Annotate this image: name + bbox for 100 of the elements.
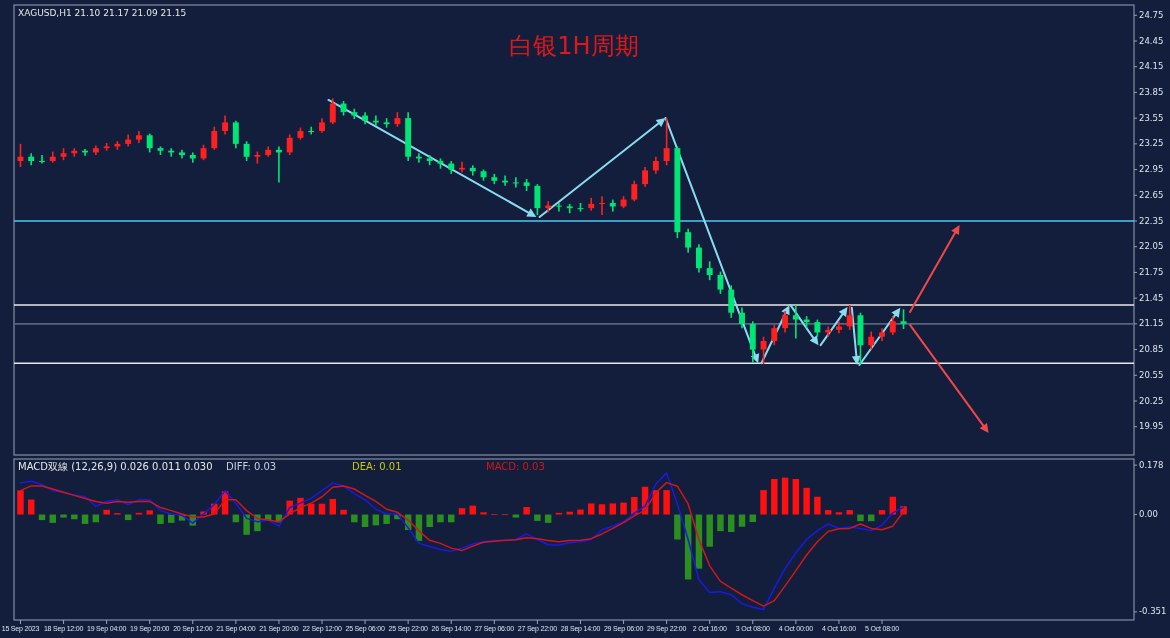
bar: [824, 510, 832, 515]
y-tick-label: 24.15: [1139, 61, 1164, 72]
bar: [437, 514, 444, 523]
candlestick: [642, 166, 649, 188]
candlestick: [846, 304, 853, 331]
y-tick-label: 19.95: [1139, 421, 1164, 432]
candlestick: [469, 164, 476, 177]
y-tick-label: 21.15: [1139, 318, 1164, 329]
bar: [717, 514, 724, 532]
y-tick-label: 0.00: [1139, 509, 1158, 520]
bar: [512, 514, 520, 518]
bar: [674, 514, 681, 540]
annotation: MACD: 0.03: [486, 461, 545, 472]
bar: [663, 490, 670, 515]
candlestick: [189, 151, 196, 164]
bar: [706, 514, 713, 547]
y-tick-label: 21.45: [1139, 292, 1164, 303]
bar: [609, 503, 616, 515]
candlestick: [706, 260, 713, 281]
bar: [60, 514, 67, 518]
candlestick: [329, 97, 336, 125]
y-tick-label: 21.75: [1139, 266, 1164, 277]
y-tick-label: 20.55: [1139, 369, 1164, 380]
candlestick: [889, 315, 896, 336]
bar: [588, 503, 595, 515]
y-tick-label: 0.178: [1139, 459, 1164, 470]
candlestick: [534, 183, 541, 216]
annotation: DIFF: 0.03: [226, 461, 277, 472]
y-tick-label: 22.95: [1139, 164, 1164, 175]
candlestick: [512, 176, 519, 189]
bar: [17, 490, 24, 515]
y-tick-label: 22.35: [1139, 215, 1164, 226]
candlestick: [243, 140, 250, 162]
bar: [71, 514, 78, 520]
bar: [814, 496, 821, 515]
y-tick-label: 20.85: [1139, 344, 1164, 355]
bar: [469, 505, 476, 515]
bar: [318, 503, 326, 515]
candlestick: [792, 304, 799, 340]
annotation: DEA: 0.01: [352, 461, 402, 472]
bar: [835, 512, 843, 515]
bar: [846, 510, 853, 515]
candlestick: [760, 335, 767, 365]
bar: [157, 514, 164, 524]
bar: [598, 504, 606, 515]
y-tick-label: 23.25: [1139, 138, 1164, 149]
bar: [620, 502, 627, 515]
candlestick: [39, 154, 45, 165]
bar: [878, 510, 886, 515]
y-tick-label: 23.85: [1139, 86, 1164, 97]
bar: [803, 487, 810, 515]
candlestick: [739, 306, 745, 329]
candlestick: [308, 125, 315, 136]
bar: [146, 510, 153, 515]
candlestick: [695, 243, 702, 274]
bar: [566, 511, 573, 515]
candlestick: [599, 195, 605, 216]
bar: [103, 509, 110, 515]
candlestick: [728, 284, 735, 319]
candlestick: [286, 133, 293, 156]
bar: [760, 490, 767, 515]
bar: [28, 499, 35, 515]
annotation: XAGUSD,H1 21.10 21.17 21.09 21.15: [18, 7, 187, 18]
y-tick-label: 24.45: [1139, 35, 1164, 46]
bar: [771, 478, 778, 515]
y-tick-label: 20.25: [1139, 395, 1164, 406]
y-tick-label: -0.351: [1139, 606, 1167, 617]
candlestick: [555, 202, 562, 213]
candlestick: [459, 161, 465, 173]
candlestick: [900, 308, 907, 330]
bar: [738, 514, 746, 527]
bar: [534, 514, 541, 521]
y-tick-label: 22.65: [1139, 189, 1164, 200]
candlestick: [663, 117, 670, 167]
candlestick: [771, 323, 778, 347]
y-tick-label: 23.55: [1139, 112, 1164, 123]
candlestick: [146, 132, 153, 154]
candlestick: [222, 114, 229, 136]
y-tick-label: 22.05: [1139, 241, 1164, 252]
bar: [728, 514, 735, 532]
bar: [523, 507, 530, 515]
bar: [308, 503, 315, 515]
bar: [340, 509, 347, 515]
bar: [577, 509, 584, 515]
bar: [329, 498, 336, 515]
candlestick: [211, 125, 218, 151]
candlestick: [609, 198, 616, 213]
candlestick: [631, 179, 638, 203]
bar: [781, 477, 789, 515]
bar: [480, 512, 487, 515]
text: 白银1H周期: [509, 32, 639, 60]
bar: [458, 508, 466, 515]
bar: [243, 514, 250, 535]
bar: [426, 514, 433, 528]
candlestick: [232, 119, 239, 149]
bar: [792, 478, 800, 515]
bar: [857, 514, 864, 522]
candlestick: [685, 227, 692, 254]
annotation: MACD双線 (12,26,9) 0.026 0.011 0.030: [18, 461, 213, 472]
bar: [351, 514, 358, 523]
